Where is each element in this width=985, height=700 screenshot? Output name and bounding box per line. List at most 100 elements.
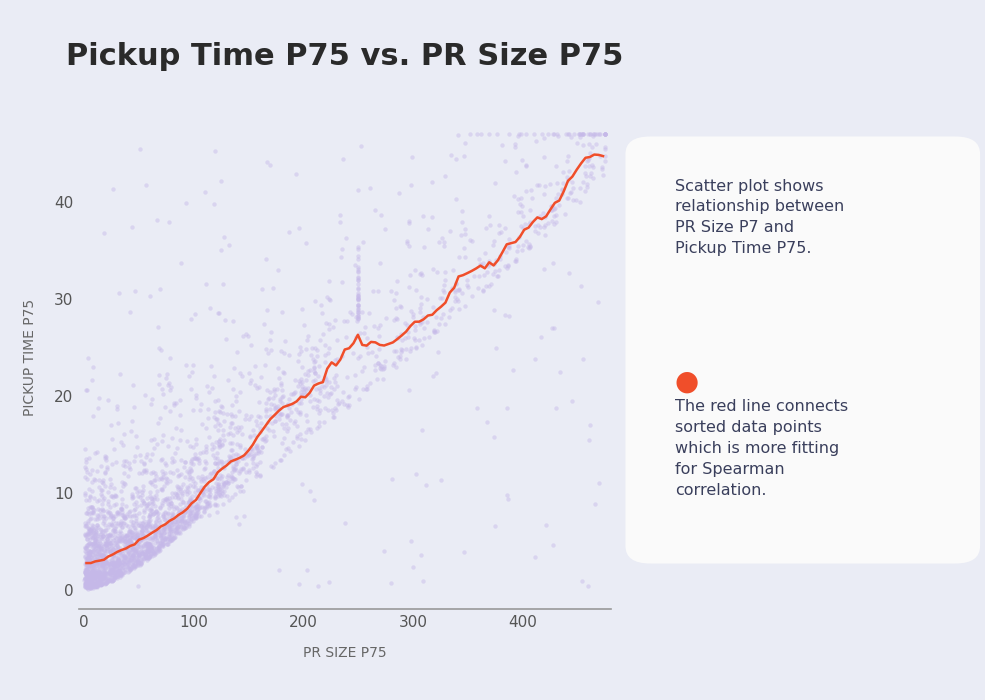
Point — [160, 516, 175, 527]
Point — [555, 189, 570, 200]
Point — [248, 420, 264, 431]
Point — [193, 473, 209, 484]
Point — [170, 487, 186, 498]
Point — [151, 540, 166, 552]
Point — [286, 437, 301, 448]
Point — [210, 457, 226, 468]
Point — [85, 559, 100, 570]
Point — [270, 264, 286, 275]
Point — [86, 564, 101, 575]
Point — [108, 538, 124, 549]
Point — [200, 403, 216, 414]
Point — [199, 498, 215, 510]
Point — [83, 578, 99, 589]
Point — [85, 560, 100, 571]
Point — [224, 417, 239, 428]
Point — [223, 457, 238, 468]
Point — [155, 535, 170, 546]
Point — [98, 566, 113, 578]
Point — [131, 547, 147, 558]
Point — [181, 468, 197, 480]
Point — [225, 444, 240, 455]
Point — [272, 395, 288, 407]
Point — [79, 554, 95, 566]
Point — [210, 490, 226, 501]
Point — [271, 414, 287, 425]
Point — [121, 562, 137, 573]
Point — [574, 129, 590, 140]
Point — [536, 264, 552, 275]
Point — [140, 549, 156, 560]
Point — [393, 301, 409, 312]
Point — [89, 559, 104, 570]
Point — [88, 568, 103, 580]
Point — [526, 129, 542, 140]
Point — [582, 147, 598, 158]
Point — [82, 525, 98, 536]
Point — [161, 216, 176, 228]
Point — [531, 179, 547, 190]
Point — [87, 580, 102, 592]
Point — [546, 204, 561, 215]
Point — [94, 527, 109, 538]
Point — [307, 356, 323, 367]
Point — [115, 567, 131, 578]
Point — [141, 518, 157, 529]
Point — [127, 524, 143, 536]
Point — [211, 405, 227, 416]
Point — [428, 368, 444, 379]
Point — [94, 550, 109, 561]
Point — [129, 555, 145, 566]
Point — [109, 540, 125, 551]
Point — [101, 569, 117, 580]
Point — [258, 435, 274, 446]
Point — [96, 531, 111, 542]
Point — [172, 527, 188, 538]
Point — [135, 511, 151, 522]
Point — [351, 293, 366, 304]
Point — [368, 351, 384, 362]
Point — [224, 491, 239, 503]
Point — [221, 456, 236, 467]
Point — [105, 568, 121, 579]
Point — [257, 435, 273, 447]
Point — [277, 433, 293, 444]
Point — [182, 466, 198, 477]
Point — [128, 430, 144, 442]
Point — [163, 500, 178, 511]
Point — [93, 484, 108, 495]
Point — [328, 404, 344, 415]
Point — [211, 482, 227, 493]
Point — [80, 570, 96, 581]
Point — [522, 241, 538, 252]
Point — [311, 383, 327, 394]
Point — [132, 530, 148, 541]
Point — [137, 545, 153, 557]
Point — [163, 384, 178, 395]
Point — [98, 468, 113, 479]
Point — [201, 483, 217, 494]
Point — [106, 567, 122, 578]
Point — [141, 512, 157, 523]
Point — [88, 528, 103, 540]
Point — [247, 442, 263, 453]
Point — [99, 394, 115, 405]
Point — [225, 454, 240, 466]
Point — [458, 223, 474, 235]
Point — [83, 577, 99, 588]
Point — [121, 457, 137, 468]
Point — [211, 439, 227, 450]
Point — [351, 272, 366, 283]
Point — [89, 570, 104, 582]
Point — [80, 353, 96, 364]
Point — [171, 395, 187, 406]
Point — [96, 571, 111, 582]
Point — [101, 574, 117, 585]
Point — [145, 498, 161, 510]
Point — [79, 553, 95, 564]
Point — [167, 516, 183, 527]
Point — [190, 472, 206, 483]
Point — [154, 497, 169, 508]
Point — [518, 236, 534, 247]
Point — [81, 522, 97, 533]
